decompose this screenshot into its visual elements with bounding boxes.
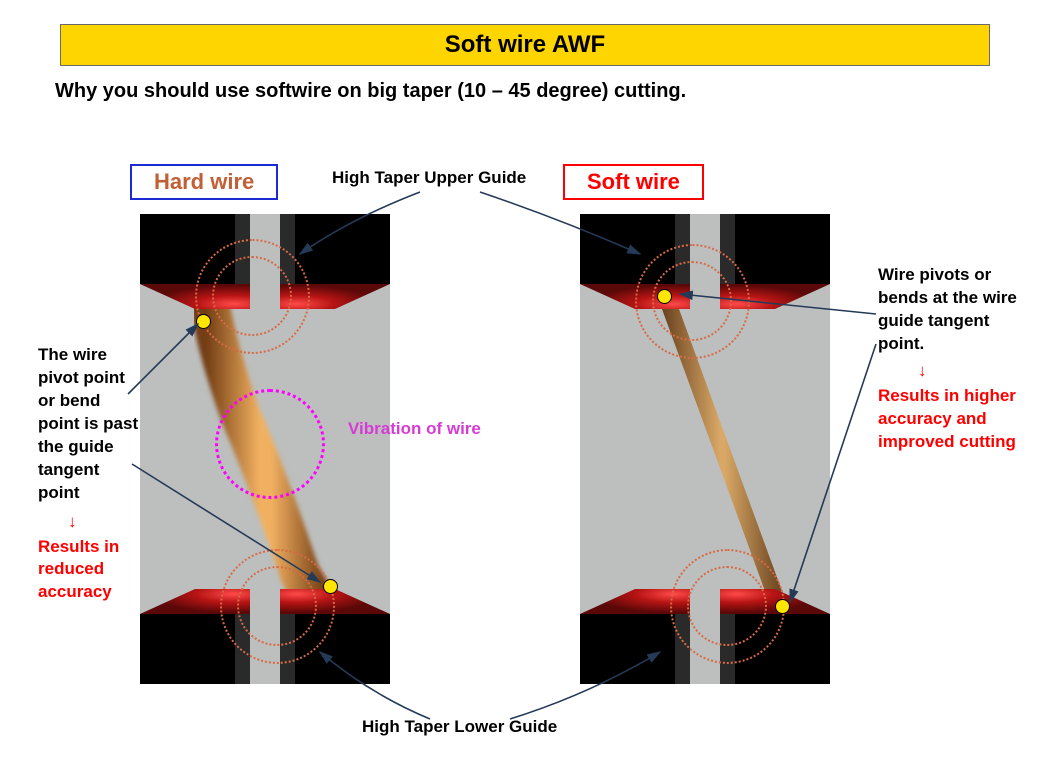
connector-arrows bbox=[0, 164, 1050, 774]
diagram-area: Hard wire Soft wire High Taper Upper Gui… bbox=[0, 164, 1050, 774]
title-text: Soft wire AWF bbox=[445, 31, 605, 59]
subtitle: Why you should use softwire on big taper… bbox=[55, 80, 1050, 103]
title-bar: Soft wire AWF bbox=[60, 24, 990, 66]
